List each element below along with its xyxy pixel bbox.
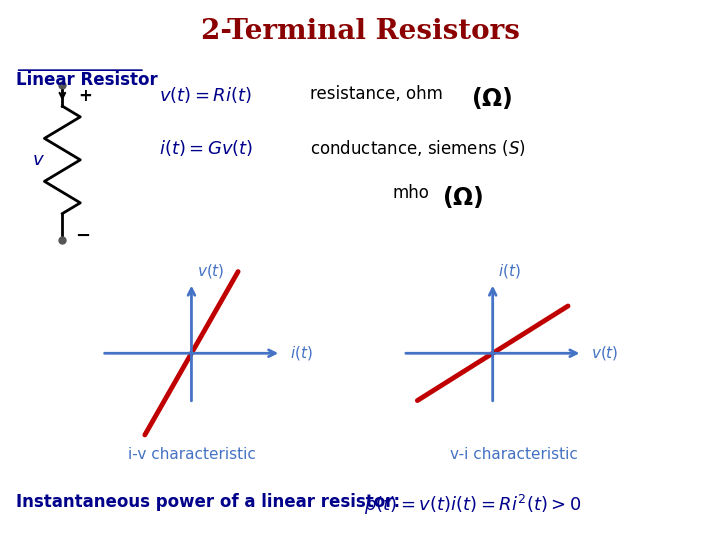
Text: i-v characteristic: i-v characteristic [127,447,256,462]
Text: 2-Terminal Resistors: 2-Terminal Resistors [201,17,519,44]
Text: $i(t)$: $i(t)$ [289,345,312,362]
Text: Instantaneous power of a linear resistor:: Instantaneous power of a linear resistor… [16,493,400,511]
Text: $\mathbf{(\Omega)}$: $\mathbf{(\Omega)}$ [471,85,513,111]
Text: v-i characteristic: v-i characteristic [450,447,578,462]
Text: $v(t) = Ri(t)$: $v(t) = Ri(t)$ [159,85,252,105]
Text: resistance, ohm: resistance, ohm [310,85,443,103]
Text: conductance, siemens $(S)$: conductance, siemens $(S)$ [310,138,526,158]
Text: $v$: $v$ [32,151,45,169]
Text: −: − [76,227,91,245]
Text: mho: mho [392,184,429,202]
Text: Linear Resistor: Linear Resistor [16,71,158,89]
Text: $i(t)$: $i(t)$ [498,262,521,280]
Text: $p(t) = v(t)i(t) = Ri^2(t) > 0$: $p(t) = v(t)i(t) = Ri^2(t) > 0$ [364,493,581,517]
Text: $v(t)$: $v(t)$ [197,262,225,280]
Text: $v(t)$: $v(t)$ [591,345,618,362]
Text: +: + [78,87,92,105]
Text: $i(t) = Gv(t)$: $i(t) = Gv(t)$ [159,138,253,158]
Text: $\mathbf{(\Omega)}$: $\mathbf{(\Omega)}$ [443,184,484,210]
